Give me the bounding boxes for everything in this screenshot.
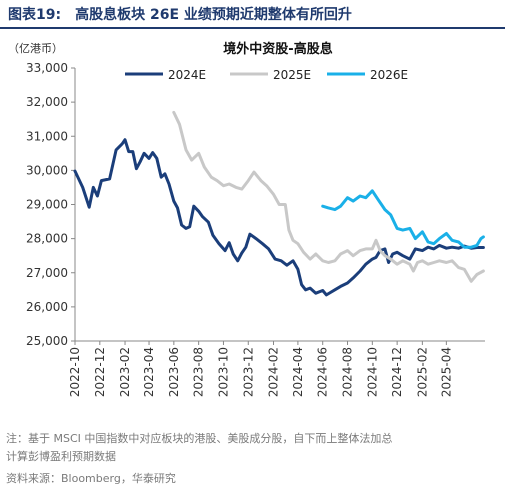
x-tick-label: 2023-06: [167, 347, 181, 397]
x-tick-label: 2023-04: [142, 347, 156, 397]
x-tick-label: 2022-12: [93, 347, 107, 397]
plot-area: [73, 110, 485, 297]
title-divider: [0, 27, 505, 29]
y-tick-label: 32,000: [26, 95, 68, 109]
x-tick-label: 2024-02: [266, 347, 280, 397]
x-tick-label: 2024-12: [390, 347, 404, 397]
series-line-2025E: [172, 110, 485, 283]
y-unit-label: （亿港币）: [8, 42, 63, 55]
y-tick-label: 28,000: [26, 232, 68, 246]
x-tick-label: 2025-02: [415, 347, 429, 397]
figure-title: 高股息板块 26E 业绩预期近期整体有所回升: [75, 7, 352, 23]
legend-label-2024E: 2024E: [168, 68, 206, 82]
series-line-2026E: [321, 189, 485, 249]
y-tick-label: 27,000: [26, 266, 68, 280]
y-tick-label: 33,000: [26, 61, 68, 75]
x-tick-label: 2024-08: [341, 347, 355, 397]
x-tick-label: 2023-10: [216, 347, 230, 397]
x-tick-label: 2024-10: [365, 347, 379, 397]
x-tick-label: 2024-04: [291, 347, 305, 397]
line-chart: 境外中资股-高股息 （亿港币） 2024E 2025E 2026E 25,000 26…: [8, 41, 485, 397]
legend-label-2026E: 2026E: [370, 68, 408, 82]
y-tick-label: 25,000: [26, 334, 68, 348]
y-axis: 25,000 26,000 27,000 28,000 29,000 30,000 31,0…: [26, 61, 76, 348]
figure-title-bar: 图表19: 高股息板块 26E 业绩预期近期整体有所回升: [6, 4, 352, 26]
x-tick-label: 2023-08: [192, 347, 206, 397]
x-tick-label: 2024-06: [316, 347, 330, 397]
x-tick-label: 2023-02: [118, 347, 132, 397]
legend-label-2025E: 2025E: [273, 68, 311, 82]
x-tick-label: 2022-10: [68, 347, 82, 397]
x-axis: 2022-10 2022-12 2023-02 2023-04 2023-06 2023-…: [68, 340, 485, 397]
y-tick-label: 30,000: [26, 163, 68, 177]
x-tick-label: 2023-12: [241, 347, 255, 397]
y-tick-label: 31,000: [26, 129, 68, 143]
series-line-2024E: [73, 138, 485, 297]
figure-source: 资料来源：Bloomberg，华泰研究: [6, 472, 176, 485]
y-tick-label: 29,000: [26, 198, 68, 212]
chart-title: 境外中资股-高股息: [223, 41, 332, 57]
legend: 2024E 2025E 2026E: [125, 68, 408, 82]
x-tick-label: 2025-04: [439, 347, 453, 397]
y-tick-label: 26,000: [26, 300, 68, 314]
figure-note: 注：基于 MSCI 中国指数中对应板块的港股、美股成分股，自下而上整体法加总 计…: [6, 432, 393, 463]
figure-label: 图表19:: [8, 7, 62, 23]
